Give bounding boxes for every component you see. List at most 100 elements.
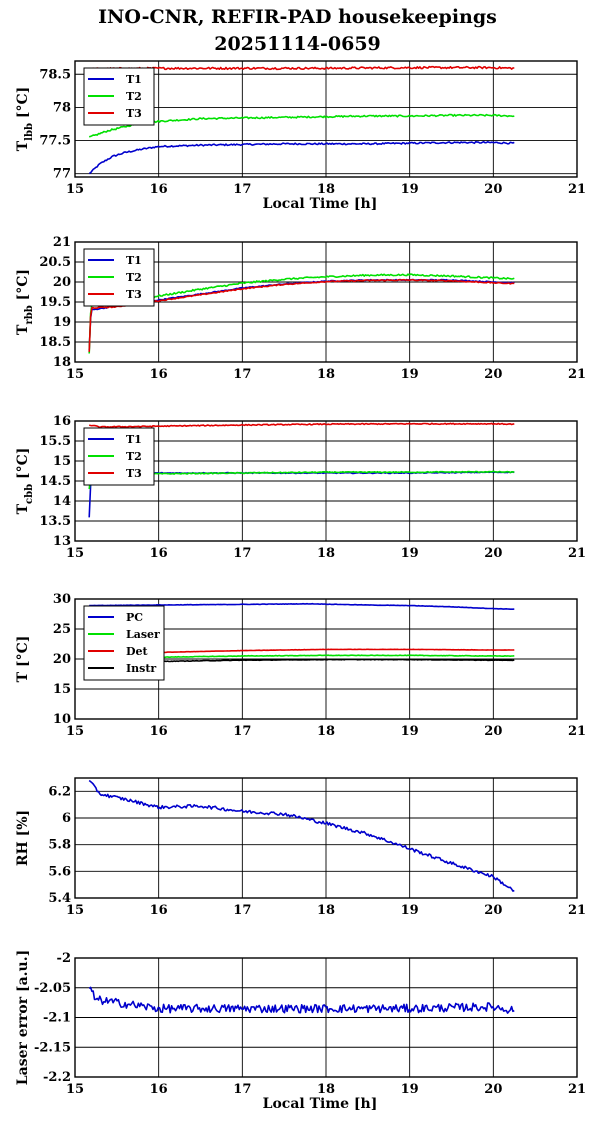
panel-5: 15 16 17 18 19 20 21 5.4 5.6 5.8 6 6.2 RH [%] — [15, 777, 586, 918]
chart-subtitle: 20251114-0659 — [214, 33, 381, 55]
legend-label: Instr — [126, 662, 156, 675]
x-tick-label: 20 — [484, 182, 502, 197]
y-tick-label: 6 — [62, 811, 71, 826]
y-tick-label: 78.5 — [39, 67, 71, 82]
x-tick-label: 21 — [568, 182, 586, 197]
legend-label: T1 — [126, 254, 142, 267]
series-line — [88, 779, 515, 892]
x-tick-label: 21 — [568, 546, 586, 561]
x-tick-label: 16 — [150, 1082, 168, 1097]
legend-label: T3 — [126, 467, 142, 480]
y-tick-label: 14 — [53, 494, 71, 509]
y-tick-label: -2.1 — [43, 1011, 71, 1026]
y-axis-title: Laser error [a.u.] — [15, 950, 31, 1085]
x-tick-label: 18 — [317, 182, 335, 197]
panel-2: 15 16 17 18 19 20 21 18 18.5 19 19.5 20 20.5 21 Trbb [… — [15, 235, 586, 382]
y-axis-title: Tlbb [°C] — [15, 87, 35, 151]
y-tick-label: 19.5 — [39, 295, 71, 310]
x-tick-label: 19 — [401, 546, 419, 561]
x-tick-label: 19 — [401, 1082, 419, 1097]
y-tick-label: 13.5 — [39, 514, 71, 529]
y-tick-label: 19 — [53, 315, 71, 330]
x-tick-label: 18 — [317, 367, 335, 382]
x-tick-label: 20 — [484, 546, 502, 561]
x-tick-label: 15 — [66, 367, 84, 382]
legend-label: Det — [126, 645, 149, 658]
chart-title: INO-CNR, REFIR-PAD housekeepings — [98, 6, 497, 28]
y-tick-label: 13 — [53, 534, 71, 549]
series-line-t1 — [88, 140, 515, 175]
x-tick-label: 16 — [150, 367, 168, 382]
y-tick-label: 15.5 — [39, 434, 71, 449]
series-line-t2 — [88, 470, 515, 490]
legend-label: T1 — [126, 433, 142, 446]
legend-label: PC — [126, 611, 143, 624]
x-tick-label: 20 — [484, 724, 502, 739]
y-tick-label: 5.8 — [48, 838, 71, 853]
y-tick-label: 20 — [53, 652, 71, 667]
x-tick-label: 17 — [233, 903, 251, 918]
y-tick-label: -2.2 — [43, 1070, 71, 1085]
x-tick-label: 15 — [66, 1082, 84, 1097]
x-tick-label: 21 — [568, 367, 586, 382]
y-tick-label: 78 — [53, 100, 71, 115]
x-axis-title: Local Time [h] — [263, 1096, 378, 1112]
x-tick-label: 15 — [66, 903, 84, 918]
x-tick-label: 21 — [568, 724, 586, 739]
y-tick-label: 77 — [53, 167, 71, 182]
y-axis-title: RH [%] — [15, 810, 31, 866]
series-line-t3 — [88, 278, 515, 352]
legend-label: T2 — [126, 450, 142, 463]
series-line-pc — [89, 602, 515, 610]
panel-3: 15 16 17 18 19 20 21 13 13.5 14 14.5 15 15.5 16 Tcbb [… — [15, 414, 586, 561]
legend-label: T3 — [126, 288, 142, 301]
x-tick-label: 21 — [568, 903, 586, 918]
x-tick-label: 19 — [401, 182, 419, 197]
y-tick-label: 30 — [53, 592, 71, 607]
x-tick-label: 17 — [233, 1082, 251, 1097]
x-tick-label: 20 — [484, 903, 502, 918]
y-tick-label: 18 — [53, 355, 71, 370]
x-tick-label: 20 — [484, 367, 502, 382]
x-tick-label: 16 — [150, 546, 168, 561]
panel-1: 15 16 17 18 19 20 21 77 77.5 78 78.5 Local Time [h]… — [15, 60, 586, 212]
y-tick-label: 15 — [53, 682, 71, 697]
legend-label: T2 — [126, 90, 142, 103]
y-axis-title: T [°C] — [15, 636, 31, 683]
y-tick-label: 20 — [53, 275, 71, 290]
y-tick-label: 20.5 — [39, 255, 71, 270]
y-tick-label: -2 — [57, 951, 71, 966]
x-tick-label: 15 — [66, 546, 84, 561]
y-tick-label: 5.4 — [48, 891, 71, 906]
x-tick-label: 17 — [233, 724, 251, 739]
legend-label: T2 — [126, 271, 142, 284]
x-tick-label: 17 — [233, 182, 251, 197]
series-line-t3 — [88, 65, 515, 71]
y-tick-label: 6.2 — [48, 784, 71, 799]
series-line-t2 — [88, 113, 515, 138]
y-tick-label: 16 — [53, 414, 71, 429]
y-tick-label: 15 — [53, 454, 71, 469]
panel-6: 15 16 17 18 19 20 21 -2.2 -2.15 -2.1 -2.05 -2 Local … — [15, 950, 586, 1112]
x-tick-label: 18 — [317, 903, 335, 918]
x-tick-label: 16 — [150, 182, 168, 197]
x-axis-title: Local Time [h] — [263, 196, 378, 212]
x-tick-label: 21 — [568, 1082, 586, 1097]
y-tick-label: 10 — [53, 712, 71, 727]
x-tick-label: 19 — [401, 367, 419, 382]
x-tick-label: 19 — [401, 903, 419, 918]
y-tick-label: 18.5 — [39, 335, 71, 350]
x-tick-label: 18 — [317, 1082, 335, 1097]
x-tick-label: 18 — [317, 724, 335, 739]
x-tick-label: 17 — [233, 546, 251, 561]
y-tick-label: 21 — [53, 235, 71, 250]
x-tick-label: 15 — [66, 724, 84, 739]
y-axis-title: Trbb [°C] — [15, 269, 35, 335]
series-line-t2 — [88, 273, 515, 354]
x-tick-label: 18 — [317, 546, 335, 561]
x-tick-label: 15 — [66, 182, 84, 197]
legend-label: T1 — [126, 73, 142, 86]
y-tick-label: 77.5 — [39, 134, 71, 149]
